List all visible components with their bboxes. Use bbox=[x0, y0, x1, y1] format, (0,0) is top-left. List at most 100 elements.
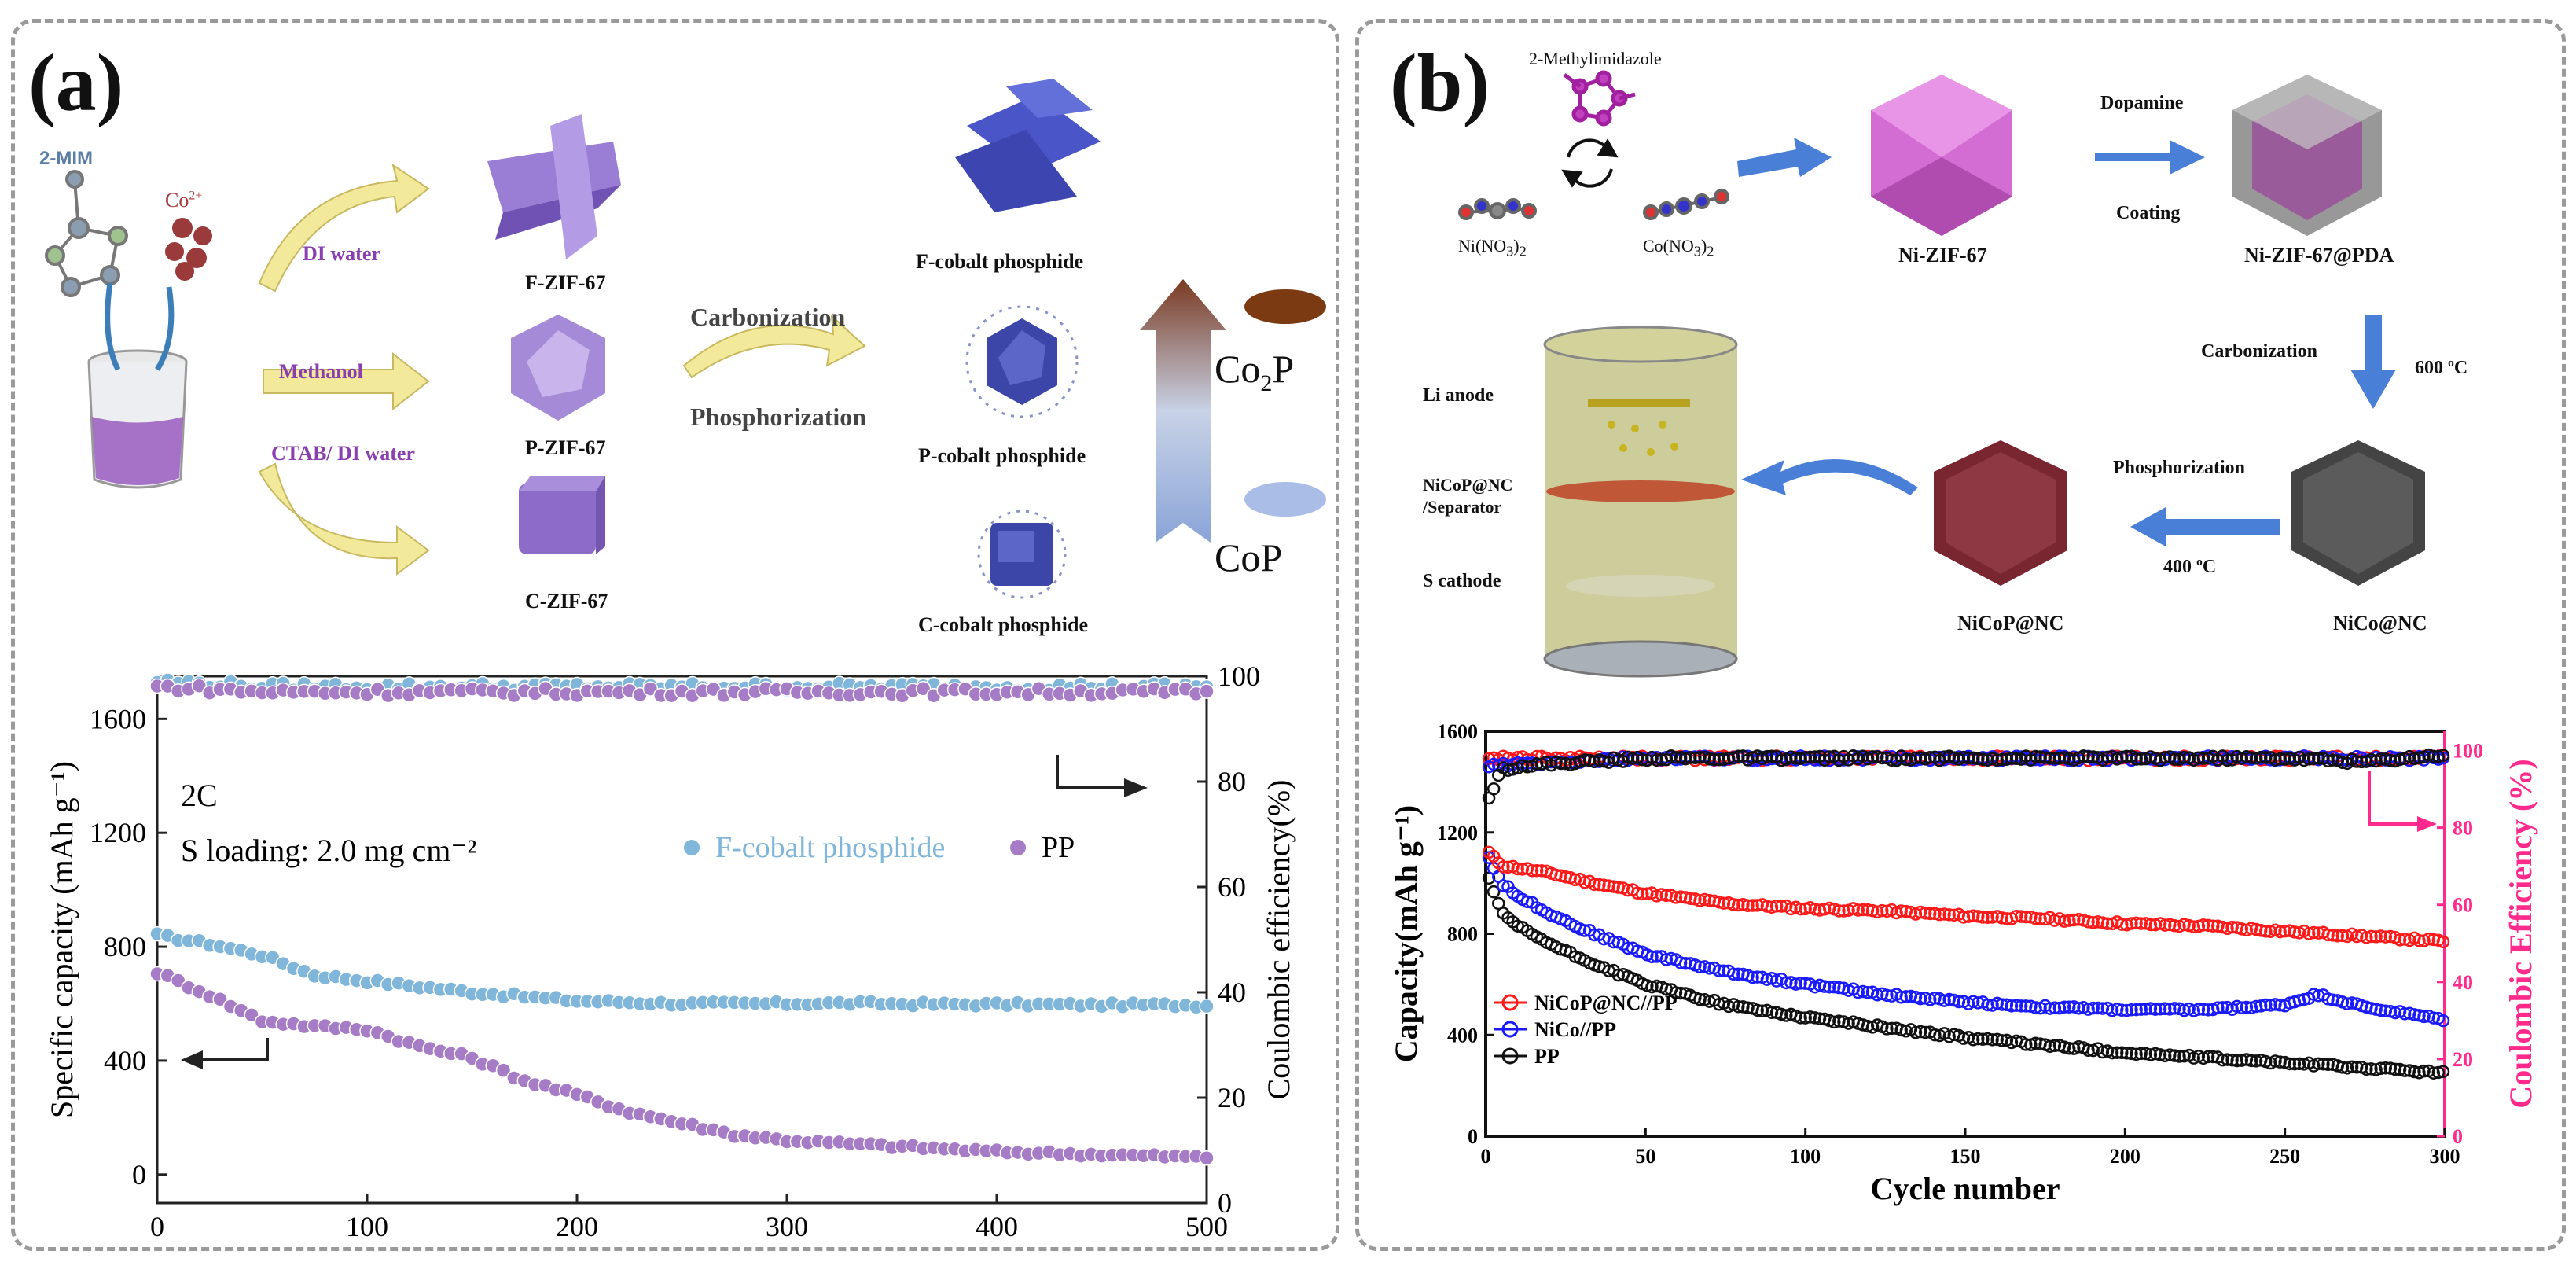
chart-b-point bbox=[2043, 1039, 2057, 1054]
chart-b-point bbox=[1799, 1011, 1812, 1025]
chart-b-point bbox=[1995, 752, 2009, 767]
chart-b-point bbox=[2379, 1061, 2393, 1075]
chart-b-y2tick-label: 0 bbox=[2453, 1125, 2463, 1148]
chart-b-point bbox=[2393, 933, 2407, 947]
chart-b-point bbox=[1511, 862, 1524, 876]
chart-b-point bbox=[2125, 917, 2138, 930]
chart-b-point bbox=[2139, 1047, 2153, 1061]
chart-b-point bbox=[2201, 918, 2215, 933]
chart-b-xlabel: Cycle number bbox=[1870, 1171, 2060, 1206]
f-cobalt-phosphide-icon bbox=[955, 79, 1101, 212]
chart-b-legend-marker-2 bbox=[1501, 1047, 1519, 1065]
chart-b-point bbox=[2034, 912, 2047, 925]
chart-b-point bbox=[2086, 916, 2100, 929]
chart-b-xtick-label: 200 bbox=[2110, 1145, 2141, 1168]
chart-b-series-2 bbox=[1482, 871, 2450, 1080]
chart-b-ytick-label: 800 bbox=[1447, 923, 1478, 946]
chart-b-point bbox=[1803, 750, 1817, 764]
chart-b-point bbox=[2005, 751, 2019, 765]
chart-b-point bbox=[1549, 868, 1563, 882]
chart-a-point bbox=[495, 1062, 512, 1078]
cobalt-ion-icon bbox=[155, 218, 212, 371]
chart-b-point bbox=[2148, 1003, 2163, 1016]
chart-b-point bbox=[1938, 750, 1951, 763]
chart-a-point bbox=[244, 1007, 259, 1023]
chart-a-ylabel: Specific capacity (mAh g⁻¹) bbox=[44, 761, 79, 1118]
chart-b-point bbox=[2158, 1049, 2172, 1063]
chart-b-point bbox=[2431, 1065, 2446, 1080]
chart-b-point bbox=[1966, 909, 1980, 922]
label-s-cathode: S cathode bbox=[1423, 571, 1501, 591]
chart-b-point bbox=[2269, 1054, 2282, 1068]
chart-b-point bbox=[1928, 1028, 1942, 1042]
chart-b-point bbox=[1693, 960, 1707, 974]
chart-b-point bbox=[2360, 931, 2373, 944]
chart-b-point bbox=[2009, 999, 2023, 1012]
chart-b-point bbox=[2173, 1050, 2186, 1063]
chart-b-point bbox=[2388, 1062, 2402, 1076]
label-phosphorization: Phosphorization bbox=[690, 403, 867, 431]
chart-a-xtick-label: 0 bbox=[150, 1211, 164, 1242]
chart-b-point bbox=[2249, 751, 2263, 765]
chart-b-point bbox=[2374, 1003, 2387, 1017]
chart-b-point bbox=[1808, 1011, 1822, 1025]
chart-b-point bbox=[1645, 980, 1659, 994]
chart-b-point bbox=[2230, 1054, 2243, 1068]
label-2-mim: 2-MIM bbox=[39, 148, 93, 169]
chart-b-point bbox=[1794, 902, 1807, 916]
chart-b-point bbox=[2144, 918, 2158, 932]
chart-b-point bbox=[2412, 934, 2426, 947]
label-cop: CoP bbox=[1215, 535, 1283, 579]
chart-b-point bbox=[2317, 1057, 2330, 1071]
chart-b-xtick-label: 0 bbox=[1481, 1145, 1491, 1168]
chart-b-point bbox=[1894, 1023, 1908, 1037]
c-zif-67-crystal-icon bbox=[519, 476, 605, 554]
chart-a-series-0 bbox=[149, 925, 1215, 1015]
chart-b-point bbox=[1703, 752, 1716, 766]
chart-b-point bbox=[2374, 752, 2387, 766]
chart-b-point bbox=[2249, 1054, 2263, 1068]
chart-b-point bbox=[2125, 1003, 2138, 1017]
chart-b-point bbox=[1822, 980, 1836, 994]
chart-b-point bbox=[1832, 904, 1846, 918]
chart-a-arrow-right-head bbox=[1124, 778, 1148, 797]
chart-b-xtick-label: 300 bbox=[2430, 1145, 2460, 1168]
chart-b-y2label: Coulombic Efficiency (%) bbox=[2503, 759, 2538, 1108]
chart-b-point bbox=[1741, 899, 1755, 913]
chart-b-point bbox=[1722, 751, 1736, 765]
chart-b-point bbox=[2130, 1047, 2143, 1061]
label-p-zif-67: P-ZIF-67 bbox=[525, 436, 606, 459]
label-carbonization-b: Carbonization bbox=[2201, 341, 2318, 362]
chart-b-point bbox=[2436, 1014, 2450, 1028]
chart-b-arrow-right bbox=[2368, 771, 2425, 826]
chart-b-point bbox=[2235, 1054, 2249, 1067]
chart-b-legend-label-1: NiCo//PP bbox=[1534, 1018, 1616, 1041]
chart-b-ytick-label: 400 bbox=[1447, 1024, 1478, 1047]
chart-b-point bbox=[1961, 751, 1975, 765]
label-600c: 600 ºC bbox=[2415, 358, 2468, 378]
label-ni-zif-67-pda: Ni-ZIF-67@PDA bbox=[2244, 244, 2394, 267]
chart-b-point bbox=[1726, 898, 1740, 911]
chart-b-point bbox=[2225, 920, 2239, 934]
chart-b-point bbox=[2139, 1003, 2153, 1016]
chart-b-ytick-label: 1600 bbox=[1437, 720, 1478, 743]
chart-b-point bbox=[1957, 911, 1971, 924]
chart-b-point bbox=[1957, 1032, 1971, 1045]
chart-b-point bbox=[2206, 919, 2220, 933]
chart-b-point bbox=[2115, 918, 2129, 931]
chart-b-point bbox=[1530, 757, 1544, 771]
chart-b-point bbox=[2321, 754, 2335, 768]
chart-b-point bbox=[1870, 750, 1884, 763]
chart-a-annotation-rate: 2C bbox=[181, 778, 218, 813]
chart-b-point bbox=[1760, 900, 1774, 913]
chart-b-point bbox=[1516, 759, 1530, 773]
panel-b-letter: (b) bbox=[1390, 38, 1490, 128]
label-ctab-di-water: CTAB/ DI water bbox=[271, 442, 415, 465]
chart-b-point bbox=[1726, 967, 1740, 981]
chart-b-point bbox=[2408, 752, 2421, 766]
chart-b-point bbox=[2067, 913, 2081, 927]
chart-b-point bbox=[2029, 911, 2042, 925]
chart-b-point bbox=[2038, 751, 2052, 764]
chart-b-point bbox=[2163, 1048, 2177, 1061]
chart-b-point bbox=[2009, 909, 2023, 923]
